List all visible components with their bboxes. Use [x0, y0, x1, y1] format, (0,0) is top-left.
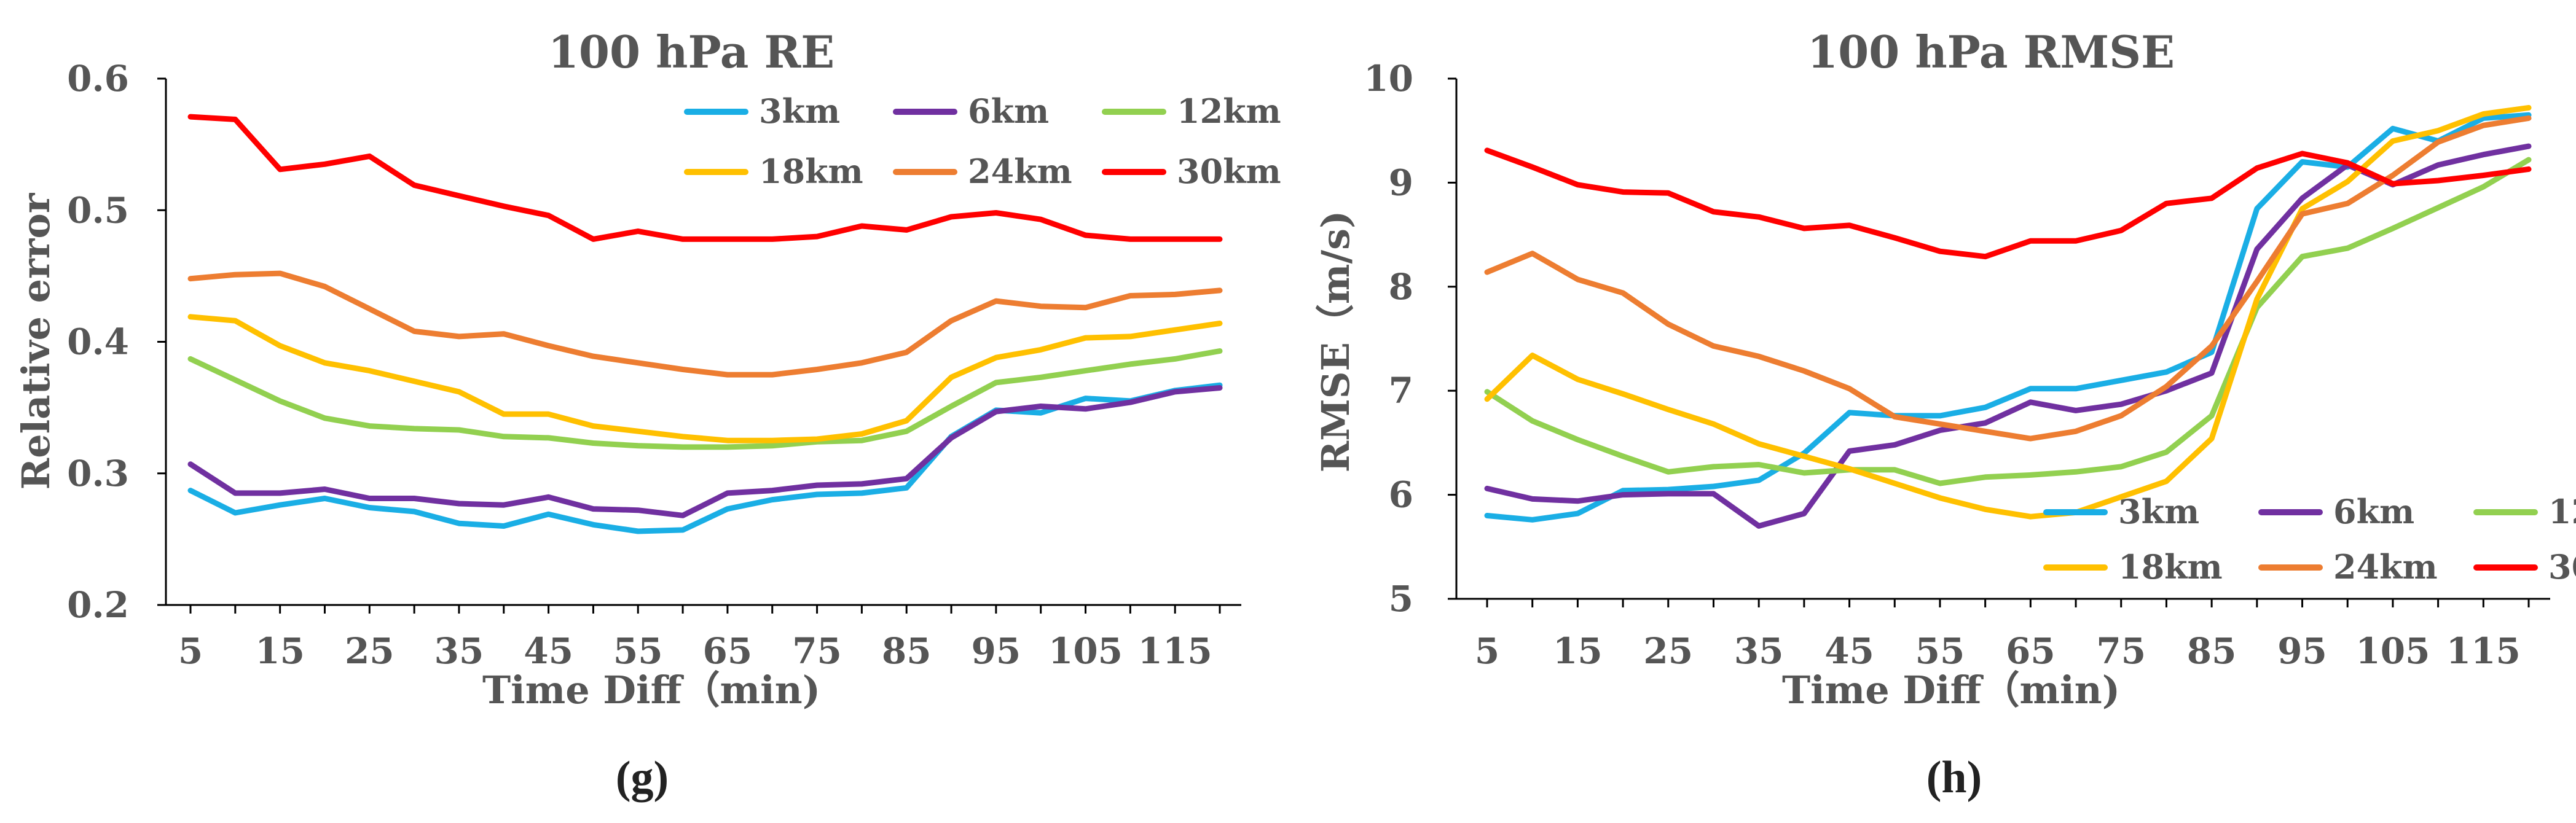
legend-label-18km: 18km	[759, 152, 863, 191]
chart-title: 100 hPa RE	[548, 26, 834, 78]
x-tick-label: 115	[1138, 630, 1212, 672]
series-line-6km	[187, 385, 1223, 518]
legend-label-24km: 24km	[968, 152, 1072, 191]
x-tick-label: 85	[882, 630, 932, 672]
x-tick-label: 45	[524, 630, 573, 672]
series-line-12km	[187, 348, 1223, 450]
y-tick-label: 0.5	[67, 189, 129, 231]
x-tick-label: 25	[1643, 630, 1693, 672]
y-tick-label: 8	[1389, 266, 1413, 308]
y-tick-label: 0.3	[67, 453, 129, 494]
series-line-24km	[187, 270, 1223, 378]
x-tick-label: 5	[1475, 630, 1499, 672]
legend-label-24km: 24km	[2333, 547, 2438, 587]
x-tick-label: 75	[792, 630, 842, 672]
y-tick-label: 10	[1364, 58, 1413, 99]
x-tick-label: 95	[2277, 630, 2327, 672]
y-axis-label: RMSE（m/s)	[1313, 211, 1358, 473]
x-tick-label: 5	[178, 630, 203, 672]
chart-relative-error: 100 hPa RE 0.2 0.3 0.4 0.5 0.6 5 15 25 35 45 55 65 75…	[14, 26, 1281, 803]
series-line-30km	[1484, 147, 2532, 260]
x-tick-label: 85	[2187, 630, 2237, 672]
x-axis-label: Time Diff（min)	[482, 668, 820, 712]
x-tick-label: 65	[703, 630, 753, 672]
chart-title: 100 hPa RMSE	[1807, 26, 2175, 78]
x-tick-label: 105	[2355, 630, 2430, 672]
x-tick-label: 35	[434, 630, 484, 672]
series-line-3km	[1484, 112, 2532, 523]
legend-label-6km: 6km	[968, 92, 1049, 131]
y-tick-label: 5	[1389, 578, 1413, 620]
series-line-3km	[187, 382, 1223, 534]
legend-label-12km: 12km	[2548, 492, 2576, 531]
x-tick-label: 95	[972, 630, 1021, 672]
x-tick-label: 25	[345, 630, 395, 672]
y-axis-label: Relative error	[14, 192, 58, 490]
x-axis-label: Time Diff（min)	[1782, 668, 2120, 712]
y-tick-label: 6	[1389, 474, 1413, 516]
series-line-18km	[187, 314, 1223, 443]
x-tick-label: 35	[1734, 630, 1784, 672]
x-tick-label: 115	[2446, 630, 2521, 672]
legend-label-6km: 6km	[2333, 492, 2414, 531]
x-tick-label: 55	[613, 630, 663, 672]
legend-label-30km: 30km	[1177, 152, 1281, 191]
legend-label-3km: 3km	[759, 92, 840, 131]
x-tick-label: 75	[2096, 630, 2146, 672]
series-line-18km	[1484, 104, 2532, 520]
x-tick-label: 105	[1048, 630, 1123, 672]
x-tick-label: 15	[255, 630, 305, 672]
series-line-30km	[187, 114, 1223, 242]
x-tick-label: 15	[1553, 630, 1603, 672]
legend-label-18km: 18km	[2118, 547, 2223, 587]
series-line-6km	[1484, 143, 2532, 529]
y-tick-label: 9	[1389, 162, 1413, 203]
panel-label: (h)	[1926, 752, 1982, 803]
legend-label-12km: 12km	[1177, 92, 1281, 131]
series-line-12km	[1484, 157, 2532, 486]
legend-label-30km: 30km	[2548, 547, 2576, 587]
x-tick-label: 55	[1915, 630, 1965, 672]
y-tick-label: 0.4	[67, 321, 129, 363]
y-tick-label: 7	[1389, 370, 1413, 412]
y-tick-label: 0.6	[67, 58, 129, 99]
y-tick-label: 0.2	[67, 584, 129, 626]
x-tick-label: 65	[2006, 630, 2056, 672]
x-tick-label: 45	[1824, 630, 1874, 672]
series-line-24km	[1484, 115, 2532, 442]
legend-label-3km: 3km	[2118, 492, 2199, 531]
panel-label: (g)	[616, 752, 669, 803]
